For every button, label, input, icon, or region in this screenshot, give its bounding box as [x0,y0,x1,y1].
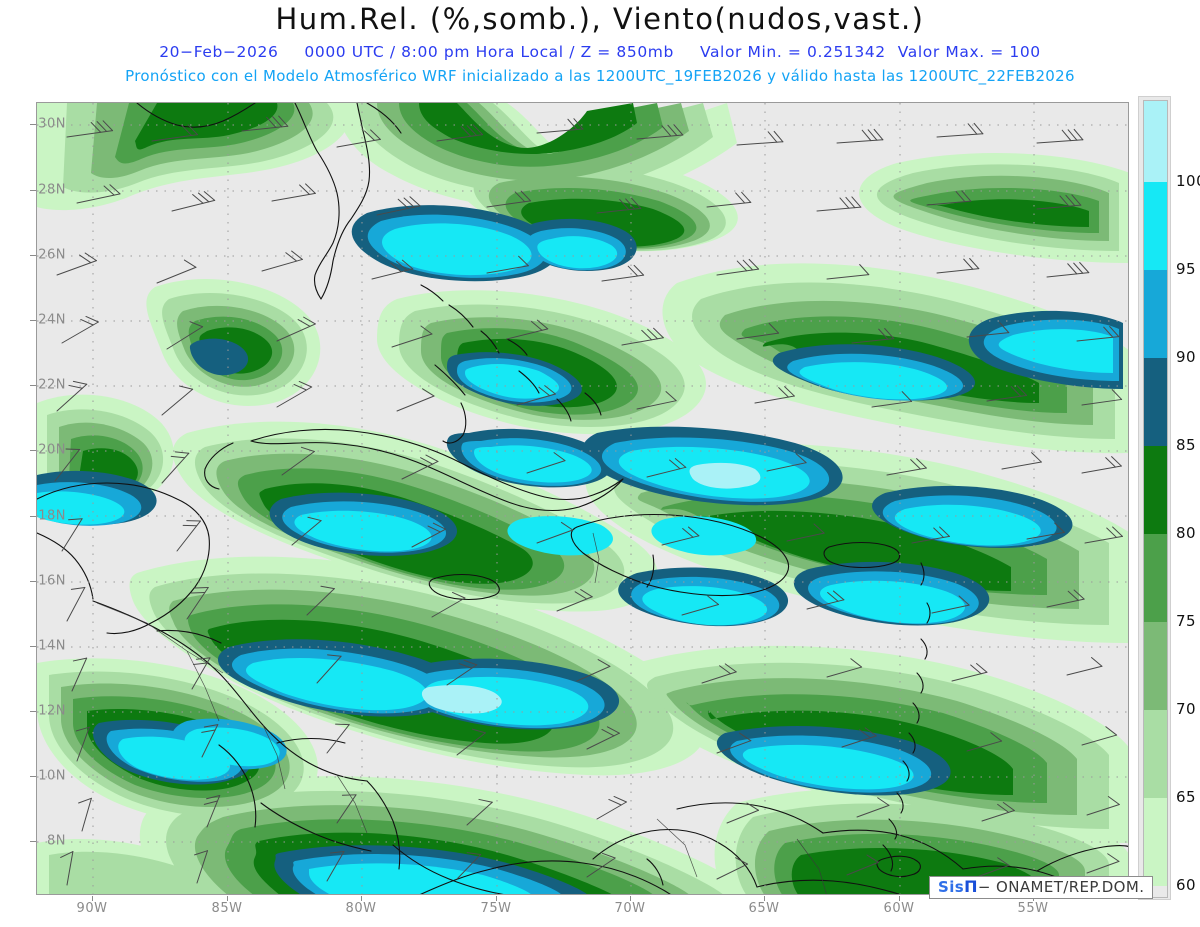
forecast-valid-line: 20−Feb−2026 0000 UTC / 8:00 pm Hora Local… [0,43,1200,61]
humidity-band-95-100 [37,223,1113,894]
map-frame [36,102,1129,895]
colorbar-label-80: 80 [1176,524,1197,542]
lat-label-8n: 8N [47,833,66,849]
lat-tick-28n [30,190,36,191]
lon-label-65w: 65W [748,901,780,916]
lat-label-30n: 30N [38,116,66,132]
lat-label-24n: 24N [38,312,66,328]
lat-tick-22n [30,385,36,386]
lat-tick-12n [30,711,36,712]
lat-label-22n: 22N [38,377,66,393]
colorbar-segment-95-100 [1144,182,1167,270]
forecast-time-level: 0000 UTC / 8:00 pm Hora Local / Z = 850m… [304,43,674,61]
colorbar-segment-80-85 [1144,446,1167,534]
value-max: Valor Max. = 100 [897,43,1041,61]
lat-tick-30n [30,124,36,125]
humidity-shading [37,103,1128,894]
colorbar-segment-90-95 [1144,270,1167,358]
lon-label-90w: 90W [76,901,108,916]
lat-label-26n: 26N [38,247,66,263]
lat-label-12n: 12N [38,703,66,719]
colorbar-segment-100plus [1144,101,1167,182]
lon-tick-60w [899,896,900,901]
lon-label-80w: 80W [345,901,377,916]
lat-tick-10n [30,776,36,777]
wind-barbs [54,115,1123,886]
humidity-band-100plus [421,462,761,714]
colorbar-segment-70-75 [1144,622,1167,710]
colorbar-segment-below60 [1144,886,1167,897]
lat-label-28n: 28N [38,182,66,198]
lat-label-18n: 18N [38,508,66,524]
lat-tick-24n [30,320,36,321]
lon-tick-80w [361,896,362,901]
colorbar-label-100: 100 [1176,172,1200,190]
colorbar-segment-85-90 [1144,358,1167,446]
lat-label-16n: 16N [38,573,66,589]
model-run-line: Pronóstico con el Modelo Atmosférico WRF… [125,67,1075,85]
lon-label-85w: 85W [211,901,243,916]
lat-tick-18n [30,516,36,517]
colorbar-label-70: 70 [1176,700,1197,718]
lon-tick-70w [630,896,631,901]
lon-tick-85w [227,896,228,901]
coastlines [37,103,1128,894]
agency-name: − ONAMET/REP.DOM. [977,878,1145,896]
lat-label-10n: 10N [38,768,66,784]
lon-tick-65w [764,896,765,901]
lon-tick-90w [92,896,93,901]
lat-tick-14n [30,646,36,647]
lon-label-55w: 55W [1017,901,1049,916]
colorbar-label-90: 90 [1176,348,1197,366]
value-min: Valor Min. = 0.251342 [699,43,886,61]
pi-symbol-icon: Π [964,877,978,896]
political-borders [96,532,827,894]
grid-lines [37,103,1128,894]
lat-tick-16n [30,581,36,582]
colorbar-label-85: 85 [1176,436,1197,454]
lon-label-70w: 70W [614,901,646,916]
colorbar-segment-60-65 [1144,798,1167,886]
colorbar-segment-65-70 [1144,710,1167,798]
sis-logo-text: Sis [938,878,965,896]
colorbar-label-95: 95 [1176,260,1197,278]
lat-tick-26n [30,255,36,256]
colorbar[interactable] [1143,100,1168,898]
colorbar-label-65: 65 [1176,788,1197,806]
lat-label-14n: 14N [38,638,66,654]
lat-label-20n: 20N [38,442,66,458]
colorbar-label-75: 75 [1176,612,1197,630]
lon-label-75w: 75W [480,901,512,916]
map-plot-area[interactable] [36,102,1129,895]
lat-tick-8n [30,841,36,842]
lon-tick-75w [496,896,497,901]
lon-label-60w: 60W [883,901,915,916]
colorbar-label-60: 60 [1176,876,1197,894]
colorbar-segment-75-80 [1144,534,1167,622]
map-canvas [37,103,1128,894]
page-title: Hum.Rel. (%,somb.), Viento(nudos,vast.) [275,2,925,36]
forecast-date: 20−Feb−2026 [159,43,279,61]
attribution-badge: SisΠ− ONAMET/REP.DOM. [929,876,1154,899]
lat-tick-20n [30,450,36,451]
